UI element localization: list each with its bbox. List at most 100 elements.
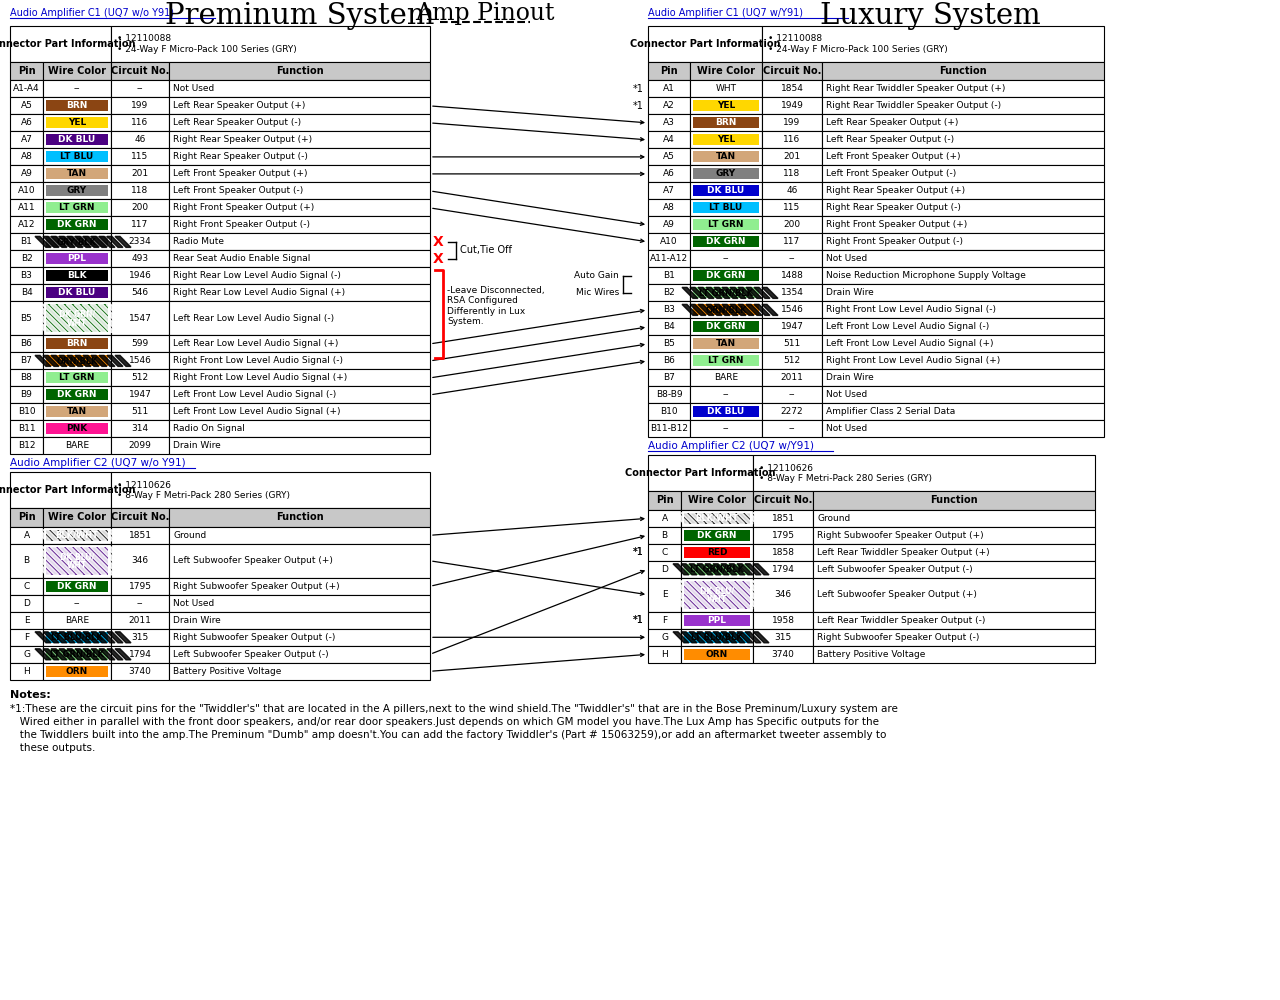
Text: Noise Reduction Microphone Supply Voltage: Noise Reduction Microphone Supply Voltag… (826, 271, 1025, 280)
Bar (169, 62, 430, 80)
Polygon shape (768, 581, 801, 609)
Text: GRY/BLK: GRY/BLK (58, 237, 97, 246)
Text: E: E (662, 590, 667, 599)
Polygon shape (90, 304, 123, 332)
Text: 1354: 1354 (781, 288, 804, 297)
Text: 118: 118 (132, 186, 148, 195)
Polygon shape (99, 355, 115, 366)
Bar (44, 131, 111, 148)
Bar (10, 267, 44, 284)
Bar (10, 148, 44, 165)
Bar (169, 97, 430, 114)
Bar (111, 62, 169, 80)
Bar (762, 62, 822, 80)
Text: Audio Amplifier C2 (UQ7 w/o Y91): Audio Amplifier C2 (UQ7 w/o Y91) (10, 458, 186, 468)
Bar (690, 369, 762, 386)
Text: LT BLU/BLK: LT BLU/BLK (51, 633, 102, 642)
Text: BARE: BARE (65, 616, 90, 625)
Text: Not Used: Not Used (826, 424, 868, 433)
Polygon shape (745, 513, 762, 524)
Polygon shape (51, 355, 67, 366)
Bar (169, 369, 430, 386)
Polygon shape (719, 581, 753, 609)
Bar (10, 629, 44, 646)
Text: ORN/BLK: ORN/BLK (705, 305, 746, 314)
Polygon shape (115, 236, 131, 247)
Text: 1858: 1858 (772, 548, 795, 557)
Bar (10, 233, 44, 250)
Polygon shape (746, 287, 762, 298)
Polygon shape (681, 632, 698, 643)
Text: A7: A7 (663, 186, 675, 195)
Bar (46, 168, 108, 179)
Bar (10, 114, 44, 131)
Bar (762, 386, 822, 403)
Text: Right Front Low Level Audio Signal (-): Right Front Low Level Audio Signal (-) (173, 356, 343, 365)
Text: 118: 118 (783, 169, 800, 178)
Polygon shape (682, 287, 698, 298)
Bar (690, 386, 762, 403)
Text: WHT: WHT (67, 561, 87, 570)
Text: Right Front Speaker Output (-): Right Front Speaker Output (-) (173, 220, 310, 229)
Text: RED: RED (707, 548, 727, 557)
Polygon shape (730, 564, 745, 575)
Text: A8: A8 (20, 152, 32, 161)
Text: Connector Part Information: Connector Part Information (0, 485, 136, 495)
Bar (692, 406, 759, 417)
Bar (111, 80, 169, 97)
Bar (753, 561, 813, 578)
Bar (10, 612, 44, 629)
Text: 117: 117 (783, 237, 800, 246)
Polygon shape (26, 547, 59, 575)
Text: Auto Gain: Auto Gain (575, 271, 620, 280)
Text: Right Front Speaker Output (-): Right Front Speaker Output (-) (826, 237, 963, 246)
Text: Left Front Low Level Audio Signal (+): Left Front Low Level Audio Signal (+) (826, 339, 993, 348)
Bar (690, 148, 762, 165)
Bar (111, 165, 169, 182)
Polygon shape (74, 547, 108, 575)
Bar (111, 527, 169, 544)
Polygon shape (762, 287, 778, 298)
Polygon shape (59, 632, 76, 643)
Bar (44, 62, 111, 80)
Polygon shape (754, 287, 771, 298)
Bar (46, 423, 108, 434)
Polygon shape (67, 530, 83, 541)
Polygon shape (91, 530, 108, 541)
Polygon shape (51, 632, 67, 643)
Text: 115: 115 (783, 203, 800, 212)
Text: 201: 201 (783, 152, 800, 161)
Polygon shape (99, 304, 131, 332)
Bar (44, 420, 111, 437)
Text: DK BLU: DK BLU (708, 407, 745, 416)
Bar (169, 233, 430, 250)
Polygon shape (108, 355, 123, 366)
Text: Wire Color: Wire Color (698, 66, 755, 76)
Bar (46, 134, 108, 145)
Text: YEL: YEL (717, 135, 735, 144)
Bar (762, 182, 822, 199)
Polygon shape (673, 513, 689, 524)
Bar (822, 352, 1103, 369)
Text: B9: B9 (20, 390, 32, 399)
Bar (46, 649, 108, 660)
Bar (822, 386, 1103, 403)
Bar (111, 335, 169, 352)
Bar (762, 335, 822, 352)
Polygon shape (707, 287, 722, 298)
Bar (648, 527, 681, 544)
Bar (690, 182, 762, 199)
Text: B2: B2 (20, 254, 32, 263)
Polygon shape (682, 304, 698, 315)
Bar (648, 455, 753, 491)
Polygon shape (721, 564, 737, 575)
Text: B6: B6 (20, 339, 32, 348)
Bar (46, 253, 108, 264)
Bar (44, 646, 111, 663)
Text: Right Front Low Level Audio Signal (-): Right Front Low Level Audio Signal (-) (826, 305, 996, 314)
Bar (822, 165, 1103, 182)
Bar (44, 544, 111, 578)
Text: 512: 512 (783, 356, 800, 365)
Bar (762, 216, 822, 233)
Bar (762, 97, 822, 114)
